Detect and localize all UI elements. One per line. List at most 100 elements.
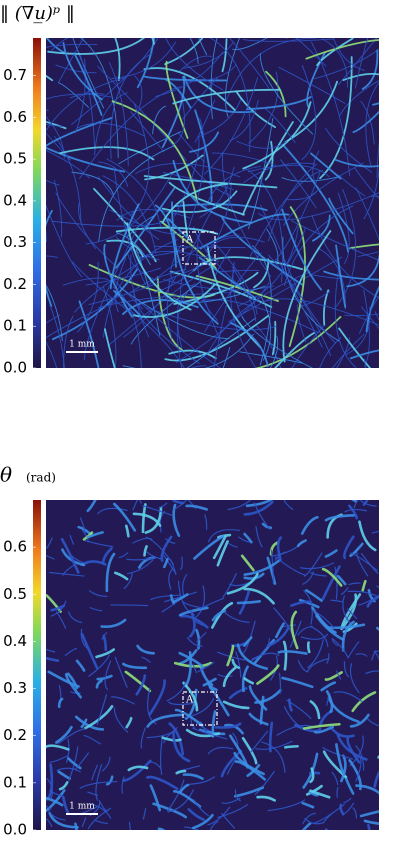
field-stroke xyxy=(83,734,101,745)
field-stroke xyxy=(96,694,108,726)
field-stroke xyxy=(162,557,169,569)
field-stroke xyxy=(134,75,143,109)
field-stroke xyxy=(293,723,322,733)
field-stroke xyxy=(211,152,277,166)
field-stroke xyxy=(88,590,108,597)
field-stroke xyxy=(168,181,245,216)
field-stroke xyxy=(206,271,311,355)
field-stroke xyxy=(282,640,288,671)
field-stroke xyxy=(300,633,329,640)
field-stroke xyxy=(374,311,379,321)
field-stroke xyxy=(158,502,168,508)
field-stroke xyxy=(219,269,260,273)
field-stroke xyxy=(285,191,317,201)
field-stroke xyxy=(309,700,321,720)
field-stroke xyxy=(361,579,367,592)
field-stroke xyxy=(108,62,129,166)
field-stroke xyxy=(338,327,372,368)
field-stroke xyxy=(71,261,130,313)
field-stroke xyxy=(118,131,182,165)
field-stroke xyxy=(297,660,309,673)
field-stroke xyxy=(343,535,355,560)
field-stroke xyxy=(321,567,343,587)
tick-label: 0.3 xyxy=(3,233,27,251)
field-stroke xyxy=(300,515,319,535)
field-stroke xyxy=(70,691,81,694)
field-stroke xyxy=(227,500,252,511)
field-stroke xyxy=(355,784,379,795)
field-stroke xyxy=(336,786,339,799)
field-stroke xyxy=(183,698,215,719)
field-stroke xyxy=(349,663,360,694)
field-stroke xyxy=(340,593,362,629)
field-stroke xyxy=(299,562,335,570)
field-stroke xyxy=(187,500,197,509)
field-stroke xyxy=(221,797,241,804)
field-stroke xyxy=(226,644,235,667)
field-stroke xyxy=(250,638,271,662)
field-stroke xyxy=(284,80,339,143)
field-stroke xyxy=(46,146,126,173)
field-stroke xyxy=(267,163,318,242)
field-stroke xyxy=(321,38,349,88)
field-stroke xyxy=(50,38,154,52)
field-stroke xyxy=(171,201,219,325)
field-stroke xyxy=(311,215,379,299)
field-stroke xyxy=(343,802,355,815)
field-texture xyxy=(46,500,379,830)
field-stroke xyxy=(124,524,130,538)
field-stroke xyxy=(142,75,228,82)
field-stroke xyxy=(78,300,100,368)
field-stroke xyxy=(62,277,109,286)
field-stroke xyxy=(165,538,176,544)
field-stroke xyxy=(289,620,302,648)
field-stroke xyxy=(348,641,360,658)
field-stroke xyxy=(243,558,281,576)
field-stroke xyxy=(239,351,303,364)
field-stroke xyxy=(132,537,153,544)
field-stroke xyxy=(233,751,265,776)
field-stroke xyxy=(57,728,86,745)
field-stroke xyxy=(290,610,299,650)
field-stroke xyxy=(136,38,156,89)
field-stroke xyxy=(311,609,335,629)
field-stroke xyxy=(111,100,199,203)
field-stroke xyxy=(255,740,293,750)
field-stroke xyxy=(209,820,219,830)
field-stroke xyxy=(344,508,367,513)
field-stroke xyxy=(61,795,70,814)
field-stroke xyxy=(59,146,155,161)
field-stroke xyxy=(102,239,178,338)
field-stroke xyxy=(324,828,329,830)
field-stroke xyxy=(229,38,270,89)
field-stroke xyxy=(96,674,113,681)
field-stroke xyxy=(282,236,340,342)
field-stroke xyxy=(193,535,225,560)
field-stroke xyxy=(366,595,379,608)
field-stroke xyxy=(305,589,323,602)
field-stroke xyxy=(222,666,237,688)
field-stroke xyxy=(247,164,330,177)
field-stroke xyxy=(47,38,146,55)
field-stroke xyxy=(46,77,126,132)
field-stroke xyxy=(309,767,315,784)
field-stroke xyxy=(310,572,327,577)
tick-label: 0.5 xyxy=(3,150,27,168)
field-stroke xyxy=(101,547,113,564)
field-stroke xyxy=(182,601,203,609)
field-stroke xyxy=(190,717,196,730)
field-stroke xyxy=(100,618,127,628)
field-stroke xyxy=(123,572,133,590)
field-stroke xyxy=(254,688,282,704)
field-stroke xyxy=(347,590,379,598)
field-stroke xyxy=(217,673,233,678)
field-stroke xyxy=(94,92,128,156)
field-stroke xyxy=(240,554,255,572)
field-stroke xyxy=(179,783,190,793)
tick-label: 0.1 xyxy=(3,317,27,335)
field-stroke xyxy=(322,812,333,824)
region-label: A xyxy=(185,695,194,706)
field-stroke xyxy=(349,542,364,558)
field-stroke xyxy=(57,697,64,709)
